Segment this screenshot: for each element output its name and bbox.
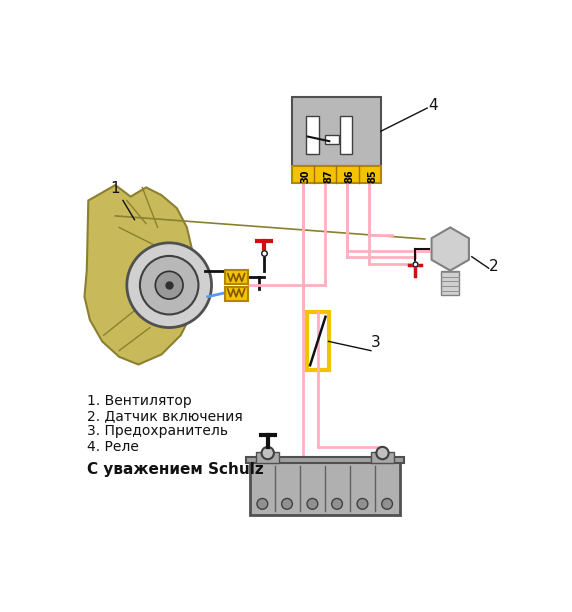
Circle shape [332, 499, 343, 509]
Polygon shape [431, 228, 469, 271]
Circle shape [281, 499, 292, 509]
Text: 4. Реле: 4. Реле [87, 440, 138, 453]
Text: 1. Вентилятор: 1. Вентилятор [87, 394, 192, 408]
Circle shape [127, 243, 212, 327]
Bar [292, 166, 381, 183]
Bar [441, 271, 459, 295]
Polygon shape [85, 185, 194, 365]
Circle shape [307, 499, 318, 509]
Bar [306, 116, 319, 154]
Bar [307, 312, 328, 370]
Text: 85: 85 [367, 170, 377, 183]
Circle shape [376, 447, 388, 459]
Text: 2. Датчик включения: 2. Датчик включения [87, 409, 243, 423]
Circle shape [156, 271, 183, 299]
Bar [292, 97, 381, 166]
Bar [250, 457, 400, 515]
Text: 1: 1 [110, 181, 120, 196]
Text: С уважением Schulz: С уважением Schulz [87, 462, 264, 477]
Circle shape [382, 499, 392, 509]
Bar [340, 116, 352, 154]
Text: 4: 4 [428, 98, 438, 113]
Bar [225, 270, 248, 283]
Bar [325, 135, 339, 144]
Circle shape [357, 499, 368, 509]
Text: 30: 30 [301, 170, 311, 183]
Bar [371, 452, 394, 463]
Circle shape [257, 499, 268, 509]
Text: 3. Предохранитель: 3. Предохранитель [87, 424, 228, 438]
Text: 2: 2 [488, 258, 498, 274]
Circle shape [140, 256, 198, 315]
Bar [225, 287, 248, 300]
Text: 86: 86 [345, 170, 355, 183]
Text: 87: 87 [323, 170, 333, 183]
Circle shape [261, 447, 274, 459]
Bar [246, 457, 404, 463]
Text: 3: 3 [371, 335, 381, 350]
Bar [256, 452, 279, 463]
